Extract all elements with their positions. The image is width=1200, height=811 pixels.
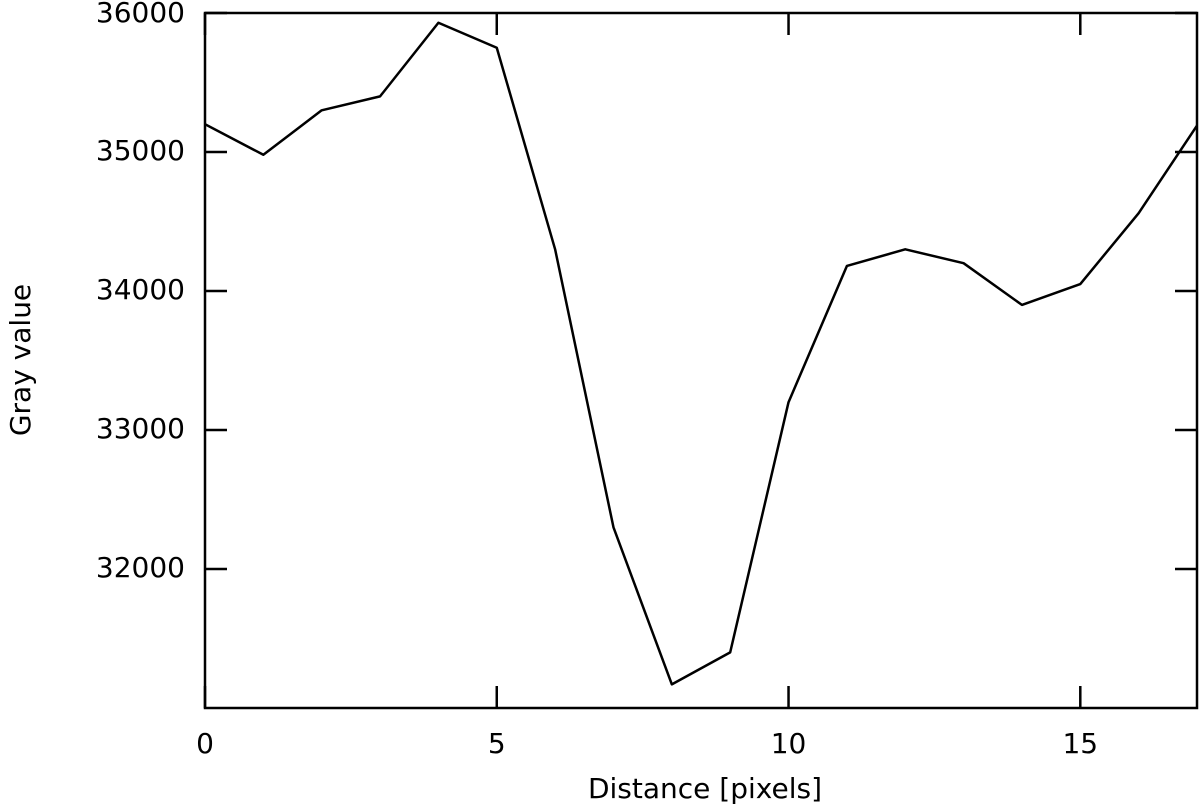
y-tick-label: 34000 — [96, 273, 185, 306]
x-tick-label: 15 — [1062, 727, 1098, 760]
y-tick-label: 33000 — [96, 412, 185, 445]
y-tick-label: 36000 — [96, 0, 185, 29]
plot-frame — [203, 11, 1199, 710]
y-axis-label: Gray value — [4, 284, 37, 436]
data-line — [204, 21, 1199, 686]
x-tick-label: 5 — [488, 727, 506, 760]
x-tick-label: 10 — [771, 727, 807, 760]
y-tick-label: 35000 — [96, 134, 185, 167]
y-tick-label: 32000 — [96, 551, 185, 584]
x-axis-label: Distance [pixels] — [588, 772, 822, 805]
x-tick-label: 0 — [196, 727, 214, 760]
